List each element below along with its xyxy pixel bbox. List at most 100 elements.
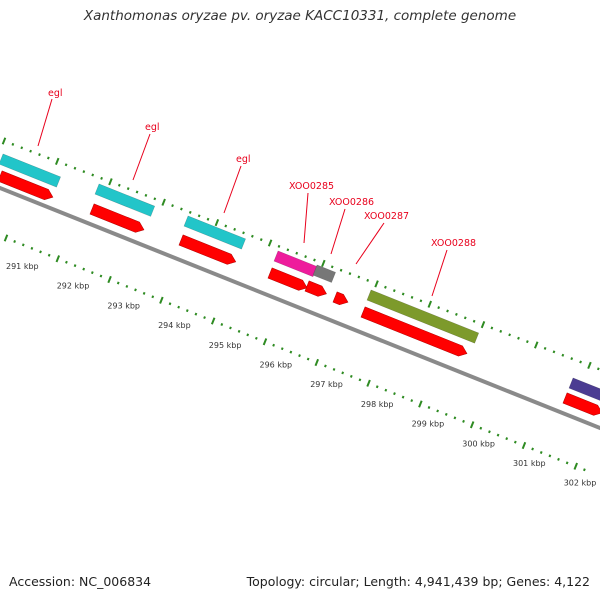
major-tick: [573, 462, 578, 470]
minor-tick: [272, 343, 275, 347]
major-tick: [469, 421, 475, 429]
minor-tick: [330, 265, 334, 269]
egl-cds-arrow-1-shape: [0, 170, 54, 200]
minor-tick: [543, 346, 547, 350]
minor-tick: [579, 360, 582, 364]
egl-product-bar-1-shape: [0, 153, 61, 188]
feature-label: XOO0286: [329, 197, 374, 208]
minor-tick: [259, 238, 263, 242]
egl-product-bar-2-shape: [94, 183, 156, 217]
minor-tick: [508, 333, 511, 337]
minor-tick: [39, 250, 42, 254]
kbp-label: 292 kbp: [57, 282, 90, 291]
minor-tick: [254, 336, 258, 340]
callout-leader-line: [431, 249, 448, 297]
minor-tick: [298, 354, 301, 358]
minor-tick: [168, 302, 172, 306]
major-tick: [214, 218, 220, 227]
major-tick: [418, 400, 423, 408]
outer-tick-track: [1, 137, 600, 371]
minor-tick: [366, 278, 370, 282]
kbp-label: 300 kbp: [462, 439, 495, 448]
minor-tick: [135, 190, 139, 194]
minor-tick: [419, 299, 423, 303]
minor-tick: [565, 461, 569, 465]
kbp-label: 295 kbp: [209, 341, 242, 350]
minor-tick: [505, 437, 509, 441]
minor-tick: [171, 204, 174, 208]
next-cds-arrow: [562, 392, 600, 416]
minor-tick: [488, 430, 491, 434]
minor-tick: [237, 329, 241, 333]
kbp-label: 291 kbp: [6, 262, 39, 271]
xoo0285-product-bar-tail-shape: [312, 264, 336, 283]
minor-tick: [490, 326, 494, 330]
minor-tick: [289, 350, 293, 354]
major-tick: [107, 275, 112, 284]
minor-tick: [91, 173, 95, 177]
minor-tick: [358, 378, 362, 382]
minor-tick: [13, 239, 17, 243]
minor-tick: [596, 367, 600, 371]
minor-tick: [277, 244, 281, 248]
minor-tick: [46, 156, 50, 160]
feature-label: XOO0285: [289, 181, 334, 192]
major-tick: [108, 178, 113, 186]
feature-label: egl: [236, 154, 251, 165]
minor-tick: [99, 274, 103, 278]
major-tick: [521, 441, 527, 450]
minor-tick: [20, 146, 24, 150]
minor-tick: [583, 468, 586, 472]
major-tick: [3, 234, 9, 242]
major-tick: [262, 338, 268, 346]
minor-tick: [517, 336, 520, 340]
callout-leader-line: [37, 98, 53, 147]
feature-bars: [0, 153, 600, 416]
minor-tick: [295, 251, 299, 255]
minor-tick: [393, 392, 396, 396]
minor-tick: [427, 406, 431, 409]
minor-tick: [82, 170, 86, 174]
feature-label: egl: [145, 122, 160, 133]
minor-tick: [233, 227, 237, 231]
minor-tick: [246, 333, 250, 337]
xoo0285-product-bar-tail: [312, 264, 336, 283]
feature-label: XOO0287: [364, 211, 409, 222]
minor-tick: [47, 253, 51, 257]
kbp-scale-labels: 291 kbp 292 kbp 293 kbp 294 kbp 295 kbp 296 k…: [6, 262, 596, 488]
minor-tick: [73, 264, 77, 268]
minor-tick: [125, 284, 129, 288]
minor-tick: [539, 450, 543, 454]
feature-label: XOO0288: [431, 238, 476, 249]
minor-tick: [561, 353, 565, 357]
minor-tick: [65, 260, 68, 264]
feature-label: egl: [48, 88, 63, 99]
minor-tick: [525, 340, 529, 344]
minor-tick: [11, 142, 15, 146]
inner-tick-track: [3, 234, 586, 472]
major-tick: [55, 255, 61, 263]
minor-tick: [188, 210, 192, 214]
minor-tick: [472, 319, 476, 323]
minor-tick: [304, 255, 307, 259]
callout-leader-line: [132, 133, 151, 181]
minor-tick: [116, 281, 120, 285]
minor-tick: [548, 454, 552, 458]
minor-tick: [30, 246, 34, 250]
callout-leader-line: [330, 208, 346, 255]
minor-tick: [194, 312, 198, 316]
egl-cds-arrow-2-shape: [89, 203, 145, 233]
minor-tick: [117, 183, 121, 187]
callout-leader-line: [303, 192, 309, 244]
minor-tick: [437, 306, 441, 310]
minor-tick: [286, 248, 290, 252]
minor-tick: [444, 412, 448, 416]
minor-tick: [384, 285, 387, 289]
genome-backbone: [0, 185, 600, 431]
minor-tick: [357, 275, 361, 279]
minor-tick: [38, 153, 41, 157]
egl-product-bar-3-shape: [183, 215, 246, 250]
minor-tick: [462, 419, 465, 423]
major-tick: [534, 341, 539, 349]
major-tick: [321, 259, 326, 268]
